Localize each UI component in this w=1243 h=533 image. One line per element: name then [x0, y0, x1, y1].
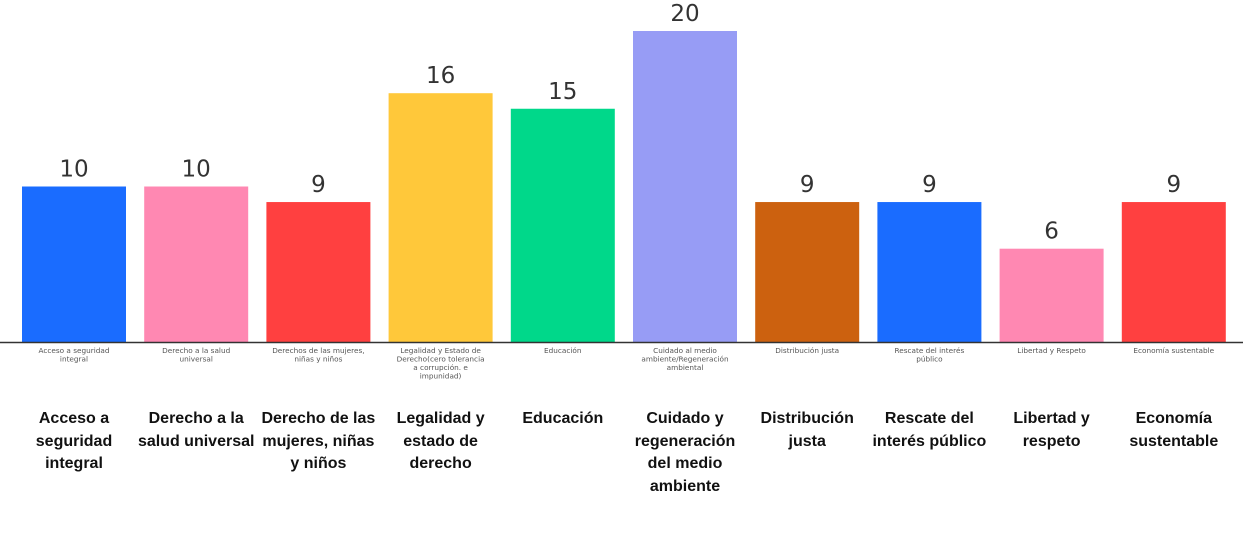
category-caption: Libertad y respeto	[1013, 410, 1090, 450]
bar	[510, 108, 615, 342]
x-tick-label: Rescate del interés público	[895, 346, 965, 364]
bar	[388, 93, 493, 342]
bar	[999, 248, 1104, 342]
bar-value-label: 9	[311, 172, 326, 198]
bar-value-label: 9	[800, 172, 815, 198]
bar-value-label: 20	[670, 1, 699, 27]
category-caption: Legalidad y estado de derecho	[396, 410, 485, 472]
bar	[633, 31, 737, 342]
bar	[1121, 202, 1226, 342]
x-tick-label: Acceso a seguridad integral	[38, 346, 109, 364]
bar-value-label: 10	[59, 157, 88, 183]
bar	[266, 202, 371, 342]
x-tick-label: Educación	[544, 346, 581, 355]
bar-value-label: 9	[922, 172, 937, 198]
category-caption: Acceso a seguridad integral	[35, 410, 113, 472]
bar-value-label: 10	[182, 157, 211, 183]
x-tick-label: Derecho a la salud universal	[162, 346, 230, 364]
bar	[22, 186, 126, 342]
x-tick-label: Cuidado al medio ambiente/Regeneración amb…	[641, 346, 728, 372]
category-caption: Economía sustentable	[1129, 410, 1219, 450]
bar	[144, 186, 249, 342]
x-tick-label: Derechos de las mujeres, niñas y niños	[272, 346, 364, 364]
bar-value-label: 15	[548, 79, 577, 105]
x-tick-label: Economía sustentable	[1133, 346, 1214, 355]
category-caption: Cuidado y regeneración del medio ambient…	[634, 410, 736, 495]
category-caption: Distribución justa	[760, 410, 854, 450]
category-caption: Educación	[522, 410, 604, 427]
category-caption: Rescate del interés público	[872, 410, 987, 450]
x-tick-label: Distribución justa	[775, 346, 839, 355]
bar-value-label: 9	[1166, 172, 1181, 198]
bar-value-label: 6	[1044, 219, 1059, 245]
category-caption: Derecho de las mujeres, niñas y niños	[261, 410, 376, 472]
category-caption: Derecho a la salud universal	[137, 410, 255, 450]
bar	[755, 202, 860, 342]
bar-chart: 10 Acceso a seguridad integral 10 Derecho a …	[0, 1, 1243, 381]
category-caption-row: Acceso a seguridad integral Derecho a la …	[0, 408, 1243, 533]
x-tick-label: Libertad y Respeto	[1017, 346, 1086, 355]
bar	[877, 202, 982, 342]
x-tick-label: Legalidad y Estado de Derecho(cero tolera…	[397, 346, 485, 381]
bar-value-label: 16	[426, 63, 455, 89]
